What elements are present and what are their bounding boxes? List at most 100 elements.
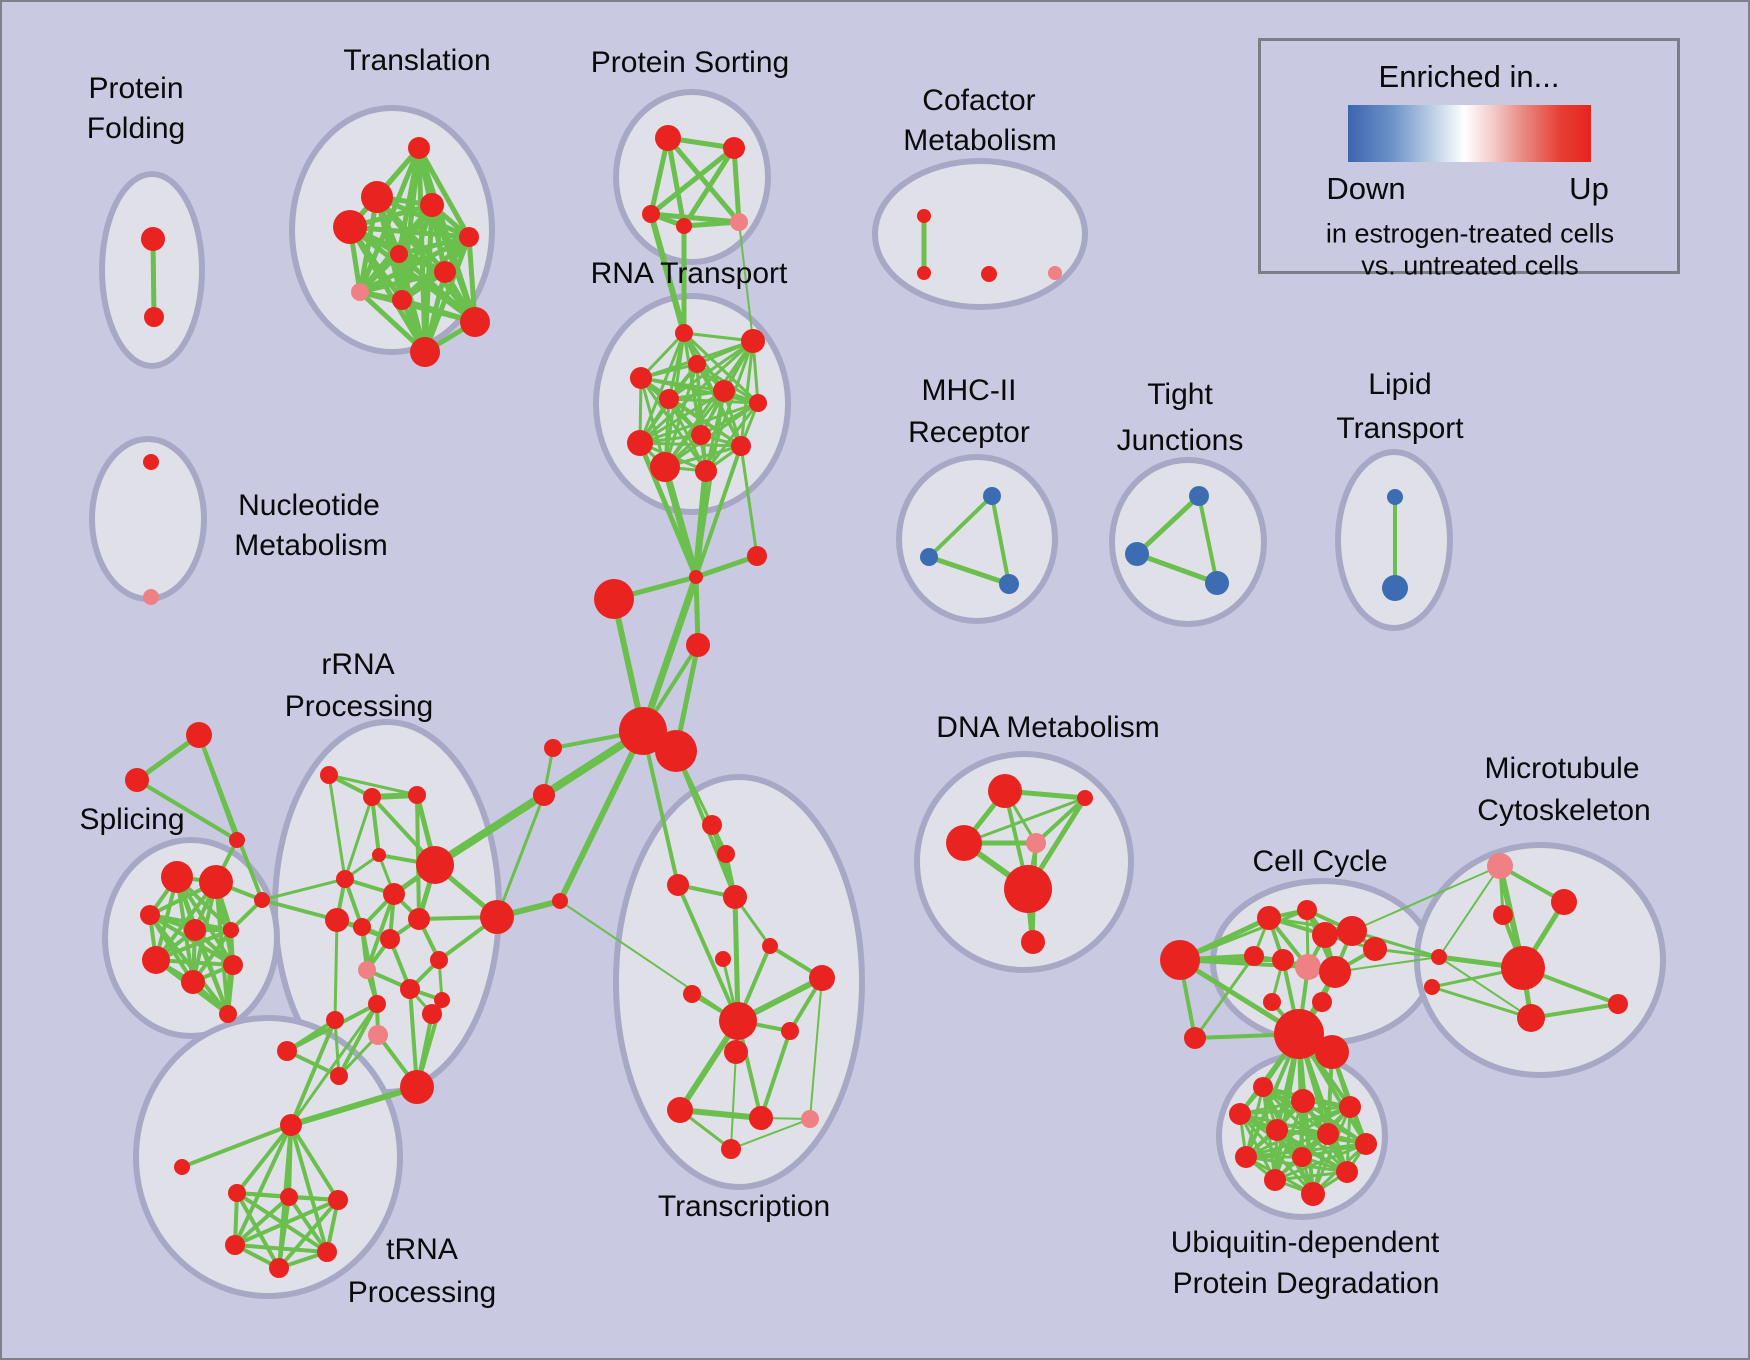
- edge: [641, 729, 680, 887]
- cluster-ellipse-tight-junctions: [1109, 457, 1267, 627]
- gene-set-node-r6: [713, 380, 735, 402]
- edge: [357, 269, 448, 295]
- cluster-label-rrna-processing: rRNA: [321, 648, 394, 681]
- gene-set-node-bl: [1184, 1027, 1206, 1049]
- gene-set-node-u4: [1229, 1103, 1251, 1125]
- edge: [677, 1107, 764, 1121]
- gene-set-node-t7: [434, 261, 456, 283]
- edge: [676, 883, 740, 1023]
- gene-set-node-s4: [676, 218, 692, 234]
- edge: [235, 1191, 281, 1270]
- edge: [681, 219, 742, 229]
- cluster-label-rrna-processing: Processing: [285, 690, 433, 723]
- edge: [233, 1195, 291, 1247]
- edge: [357, 194, 380, 295]
- gene-set-node-rr20: [277, 1041, 297, 1061]
- gene-set-node-tl: [174, 1159, 190, 1175]
- edge: [681, 145, 737, 229]
- gene-set-node-th: [280, 1114, 302, 1136]
- gene-set-node-j1: [689, 570, 703, 584]
- gene-set-node-h1: [983, 487, 1001, 505]
- edge: [665, 135, 742, 225]
- gene-set-node-u1: [1253, 1077, 1273, 1097]
- gene-set-node-r4: [630, 367, 652, 389]
- edge: [1529, 1002, 1620, 1020]
- gene-set-node-rr10: [380, 929, 400, 949]
- gene-set-node-u7: [1355, 1133, 1377, 1155]
- edge: [287, 1195, 329, 1254]
- edge: [557, 728, 646, 904]
- gene-set-node-d2: [1077, 790, 1093, 806]
- cluster-label-microtubule-cytoskeleton: Cytoskeleton: [1477, 794, 1650, 827]
- gene-set-node-r2: [741, 329, 765, 353]
- gene-set-node-l1: [544, 739, 562, 757]
- edge: [732, 894, 741, 1024]
- gene-set-node-h3: [999, 574, 1019, 594]
- edge: [1438, 956, 1532, 1019]
- edge: [150, 236, 157, 320]
- edge: [370, 795, 381, 857]
- edge: [926, 554, 1012, 587]
- gene-set-node-t4: [333, 210, 367, 244]
- gene-set-node-u11: [1264, 1169, 1286, 1191]
- gene-set-node-tj3: [1205, 571, 1229, 595]
- gene-set-node-rr15: [430, 951, 448, 969]
- gene-set-node-cf4: [1048, 266, 1062, 280]
- gene-set-node-rr1: [320, 766, 338, 784]
- edge: [396, 251, 478, 325]
- gene-set-node-tn11: [724, 1040, 748, 1064]
- edge: [289, 1018, 337, 1127]
- gene-set-node-rr2: [363, 788, 381, 806]
- gene-set-node-mt7: [1424, 979, 1440, 995]
- edge: [638, 401, 760, 445]
- gene-set-node-c10: [1263, 993, 1281, 1011]
- edge: [277, 1198, 340, 1270]
- gene-set-node-r10: [731, 436, 751, 456]
- gene-set-node-u5: [1266, 1119, 1288, 1141]
- cluster-label-ubiquitin-degradation: Protein Degradation: [1173, 1267, 1440, 1300]
- edge: [289, 1123, 340, 1202]
- gene-set-node-t9: [392, 290, 412, 310]
- gene-set-node-tn12: [667, 1097, 693, 1123]
- gene-set-node-rr5: [336, 870, 354, 888]
- edge: [695, 362, 743, 448]
- edge: [639, 376, 708, 473]
- edge: [148, 913, 230, 1016]
- edge: [638, 389, 726, 445]
- cluster-ellipse-cofactor-metabolism: [872, 158, 1088, 310]
- cluster-label-lipid-transport: Lipid: [1368, 368, 1431, 401]
- edge: [289, 1123, 329, 1254]
- gene-set-node-mt2: [1551, 889, 1577, 915]
- gene-set-node-a1: [594, 579, 634, 619]
- gene-set-node-pf2: [144, 307, 164, 327]
- gene-set-node-s5: [730, 213, 748, 231]
- edge: [638, 441, 743, 448]
- gene-set-node-rr18: [368, 1025, 388, 1045]
- legend-context-line1: in estrogen-treated cells: [1325, 218, 1615, 249]
- gene-set-node-tc5: [317, 1242, 337, 1262]
- edge: [235, 1123, 293, 1195]
- edge: [1034, 796, 1087, 845]
- gene-set-node-t3: [420, 193, 444, 217]
- edge: [337, 1002, 379, 1078]
- gene-set-node-u6: [1317, 1123, 1339, 1145]
- gene-set-node-cf3: [981, 266, 997, 282]
- gene-set-node-d6: [1021, 930, 1045, 954]
- gene-set-node-mt6: [1608, 994, 1628, 1014]
- gene-set-node-c11: [1312, 992, 1332, 1012]
- legend-title: Enriched in...: [1378, 59, 1560, 94]
- gene-set-node-cf1: [917, 209, 931, 223]
- gene-set-node-sp6: [142, 946, 170, 974]
- gene-set-node-rr12: [480, 900, 514, 934]
- gene-set-node-tc6: [269, 1258, 289, 1278]
- gene-set-node-t10: [460, 307, 490, 337]
- cluster-label-mhc-ii-receptor: Receptor: [908, 416, 1030, 449]
- cluster-label-cofactor-metabolism: Cofactor: [922, 84, 1035, 117]
- gene-set-node-b1: [619, 707, 667, 755]
- gene-set-node-mt4: [1501, 946, 1545, 990]
- edge: [180, 1123, 293, 1169]
- gene-set-node-r11: [650, 452, 680, 482]
- gene-set-node-m3: [552, 893, 568, 909]
- gene-set-node-tj2: [1125, 542, 1149, 566]
